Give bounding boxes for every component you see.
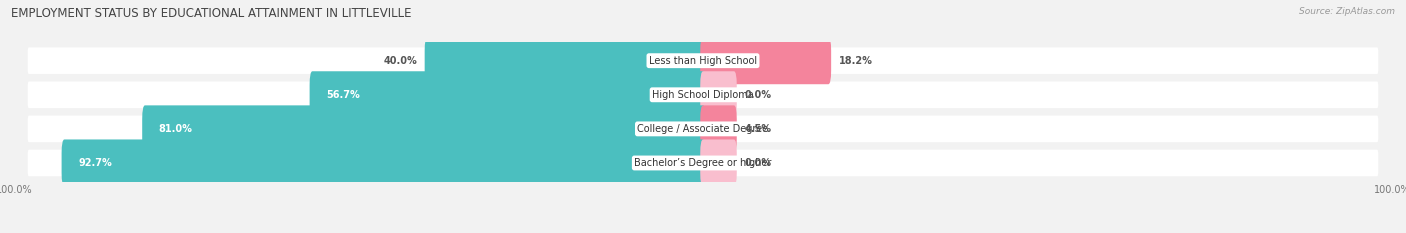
Text: 0.0%: 0.0% (744, 90, 772, 100)
Text: 56.7%: 56.7% (326, 90, 360, 100)
FancyBboxPatch shape (425, 37, 706, 84)
Text: Less than High School: Less than High School (650, 56, 756, 66)
Legend: In Labor Force, Unemployed: In Labor Force, Unemployed (613, 232, 793, 233)
FancyBboxPatch shape (28, 116, 1378, 142)
Text: 40.0%: 40.0% (384, 56, 418, 66)
Text: 81.0%: 81.0% (159, 124, 193, 134)
FancyBboxPatch shape (28, 82, 1378, 108)
Text: EMPLOYMENT STATUS BY EDUCATIONAL ATTAINMENT IN LITTLEVILLE: EMPLOYMENT STATUS BY EDUCATIONAL ATTAINM… (11, 7, 412, 20)
FancyBboxPatch shape (142, 105, 706, 152)
FancyBboxPatch shape (62, 140, 706, 186)
FancyBboxPatch shape (309, 71, 706, 118)
Text: Source: ZipAtlas.com: Source: ZipAtlas.com (1299, 7, 1395, 16)
FancyBboxPatch shape (28, 47, 1378, 74)
Text: Bachelor’s Degree or higher: Bachelor’s Degree or higher (634, 158, 772, 168)
Text: College / Associate Degree: College / Associate Degree (637, 124, 769, 134)
Text: High School Diploma: High School Diploma (652, 90, 754, 100)
FancyBboxPatch shape (28, 150, 1378, 176)
FancyBboxPatch shape (700, 140, 737, 186)
Text: 0.0%: 0.0% (744, 158, 772, 168)
FancyBboxPatch shape (700, 71, 737, 118)
Text: 18.2%: 18.2% (839, 56, 873, 66)
Text: 4.5%: 4.5% (744, 124, 772, 134)
FancyBboxPatch shape (700, 105, 737, 152)
FancyBboxPatch shape (700, 37, 831, 84)
Text: 92.7%: 92.7% (79, 158, 112, 168)
